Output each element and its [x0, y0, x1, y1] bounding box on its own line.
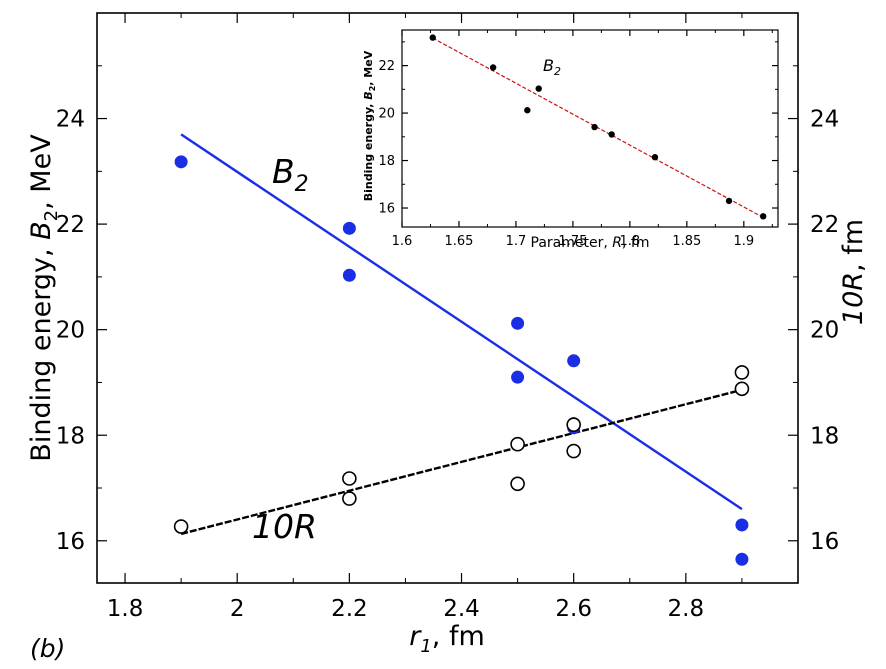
- data-point-b2: [591, 123, 598, 131]
- x-tick-label: 2.2: [331, 596, 368, 622]
- inset-ticks: 1.6 1.65 1.7 1.75 1.8 1.85 1.9 16 18 20 22: [378, 30, 778, 249]
- x-tick-label: 2.4: [443, 596, 480, 622]
- data-point-10r: [342, 491, 357, 506]
- y-tick-label: 18: [56, 423, 85, 449]
- x-tick-label: 1.75: [558, 234, 587, 249]
- data-point-b2: [429, 34, 436, 41]
- x-tick-label: 1.6: [392, 234, 413, 249]
- y2-tick-label: 18: [810, 423, 839, 449]
- main-ticks: 1.8 2 2.2 2.4 2.6 2.8 16 16 18 18 20 20 22 22 24 24: [56, 13, 839, 622]
- main-x-axis-title: r1, fm: [409, 621, 485, 657]
- inset-series-label-b2: B2: [543, 56, 561, 78]
- data-point-b2: [608, 131, 615, 138]
- data-point-b2: [735, 552, 749, 566]
- main-points: [173, 155, 750, 566]
- x-tick-label: 1.7: [506, 234, 527, 249]
- data-point-b2: [759, 213, 767, 220]
- data-point-b2: [511, 370, 525, 384]
- data-point-b2: [535, 85, 542, 92]
- data-point-10r: [342, 471, 357, 486]
- data-point-b2: [511, 316, 525, 330]
- main-y-axis-title: Binding energy, B2, MeV: [26, 134, 62, 462]
- panel-label: (b): [30, 634, 65, 663]
- x-tick-label: 2.8: [668, 596, 705, 622]
- x-tick-label: 2: [230, 596, 245, 622]
- inset-y-axis-title: Binding energy, B2, MeV: [362, 50, 377, 201]
- inset-fit-line: [432, 37, 764, 219]
- y-tick-label: 20: [56, 318, 85, 344]
- y2-tick-label: 16: [810, 529, 839, 555]
- x-tick-label: 1.9: [733, 234, 754, 249]
- fit-line-b2: [180, 133, 743, 511]
- data-point-10r: [173, 519, 189, 534]
- inset-points: [429, 34, 767, 220]
- data-point-b2: [342, 221, 356, 235]
- data-point-b2: [174, 155, 188, 169]
- data-point-10r: [734, 365, 750, 380]
- y-tick-label: 20: [378, 107, 395, 122]
- data-point-b2: [524, 107, 531, 114]
- fit-line-10r: [180, 388, 743, 536]
- x-tick-label: 1.65: [444, 234, 473, 249]
- y2-tick-label: 22: [810, 212, 839, 238]
- y-tick-label: 22: [378, 59, 395, 74]
- main-fit-lines: [180, 133, 743, 536]
- y2-tick-label: 20: [810, 318, 839, 344]
- y-tick-label: 18: [378, 154, 395, 169]
- data-point-10r: [734, 381, 750, 397]
- data-point-b2: [725, 197, 733, 205]
- y-tick-label: 16: [378, 202, 395, 217]
- data-point-10r: [510, 436, 525, 452]
- data-point-b2: [735, 518, 749, 532]
- data-point-b2: [567, 354, 581, 368]
- data-point-b2: [489, 64, 497, 71]
- data-point-b2: [651, 154, 659, 161]
- x-tick-label: 2.6: [555, 596, 592, 622]
- inset-x-axis-title: Parameter, R, fm: [531, 235, 650, 251]
- y-tick-label: 22: [56, 212, 85, 238]
- data-point-10r: [566, 443, 581, 459]
- fit-line-b2: [432, 37, 764, 219]
- series-label-10r: 10R: [252, 507, 317, 546]
- data-point-b2: [342, 268, 356, 282]
- y-tick-label: 16: [56, 529, 85, 555]
- x-tick-label: 1.8: [620, 234, 641, 249]
- y2-tick-label: 24: [810, 107, 839, 133]
- data-point-10r: [510, 476, 525, 492]
- inset-plot-frame: [401, 29, 779, 228]
- main-y2-axis-title: 10R, fm: [838, 219, 869, 325]
- main-plot-frame: [96, 12, 799, 584]
- x-tick-label: 1.8: [107, 596, 144, 622]
- data-point-10r: [566, 417, 581, 432]
- y-tick-label: 24: [56, 107, 85, 133]
- series-label-b2: B2: [272, 152, 309, 197]
- x-tick-label: 1.85: [672, 234, 701, 249]
